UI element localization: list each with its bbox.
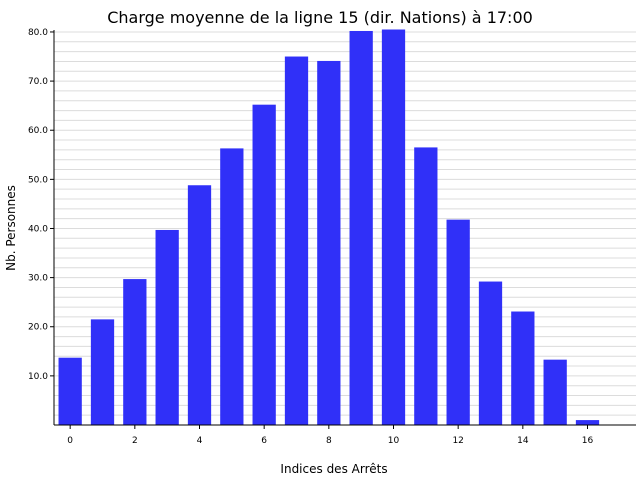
bars [58,29,600,426]
bar [446,219,470,425]
bar [414,147,438,425]
x-tick-label: 12 [452,436,463,446]
bar [478,281,503,425]
x-tick-label: 2 [132,436,138,446]
bar [155,229,179,425]
x-tick-label: 6 [261,436,267,446]
x-ticks: 0 2 4 6 8 10 12 14 16 [67,425,593,446]
bar [220,148,244,426]
gridlines [54,31,636,416]
bar [58,357,82,425]
x-tick-label: 10 [388,436,400,446]
y-tick-label: 30.0 [28,274,48,284]
bar [349,30,373,426]
y-tick-label: 50.0 [28,175,48,185]
y-tick-label: 60.0 [28,126,48,136]
y-tick-label: 40.0 [28,224,48,234]
bar [284,56,309,426]
y-tick-label: 20.0 [28,323,48,333]
bar [317,60,341,426]
y-tick-label: 10.0 [28,372,48,382]
x-axis-label: Indices des Arrêts [280,462,387,476]
bar [123,279,147,425]
y-ticks: 10.0 20.0 30.0 40.0 50.0 60.0 70.0 80.0 [28,28,54,382]
bar [511,311,535,425]
y-tick-label: 80.0 [28,28,48,38]
x-tick-label: 4 [197,436,203,446]
x-tick-label: 8 [326,436,332,446]
axes [53,30,636,426]
y-tick-label: 70.0 [28,77,48,87]
bar [543,359,567,425]
chart-title: Charge moyenne de la ligne 15 (dir. Nati… [107,8,533,27]
bar [381,29,406,426]
x-tick-label: 16 [582,436,594,446]
y-axis-label: Nb. Personnes [4,185,18,271]
bar [252,104,276,425]
bar [187,185,212,425]
bar [90,319,115,425]
x-tick-label: 14 [517,436,529,446]
bar [575,420,600,425]
x-tick-label: 0 [67,436,73,446]
